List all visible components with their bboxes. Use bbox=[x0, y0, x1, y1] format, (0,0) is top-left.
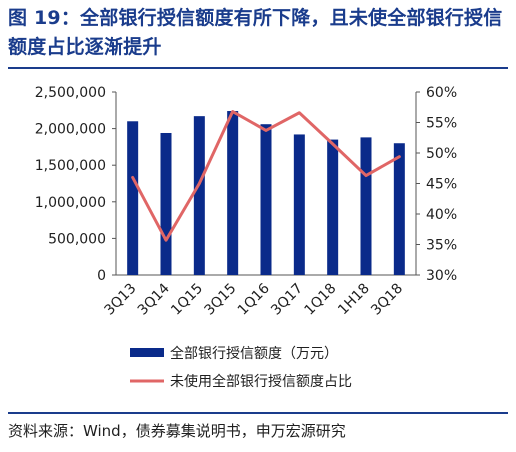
bar bbox=[293, 134, 305, 275]
bar bbox=[193, 116, 205, 275]
x-tick-label: 3Q15 bbox=[201, 281, 239, 319]
title-divider bbox=[8, 67, 508, 69]
left-axis-ticks: 0 500,000 1,000,000 1,500,000 2,000,000 2,500… bbox=[35, 85, 116, 284]
combo-chart: 0 500,000 1,000,000 1,500,000 2,000,000 2,500… bbox=[35, 85, 457, 390]
bar bbox=[360, 137, 372, 275]
bar-series bbox=[127, 111, 405, 275]
right-tick-label: 30% bbox=[426, 268, 457, 284]
right-tick-label: 50% bbox=[426, 146, 457, 162]
line-point bbox=[132, 176, 134, 178]
bar bbox=[327, 139, 339, 275]
x-tick-label: 3Q13 bbox=[101, 281, 139, 319]
bar bbox=[127, 121, 139, 275]
footer-divider bbox=[8, 412, 508, 414]
right-axis-ticks: 30% 35% 40% 45% 50% 55% 60% bbox=[416, 85, 457, 284]
bar bbox=[393, 143, 405, 275]
line-point bbox=[198, 183, 200, 184]
line-point bbox=[165, 239, 167, 241]
source-note: 资料来源：Wind，债券募集说明书，申万宏源研究 bbox=[8, 422, 346, 440]
right-tick-label: 35% bbox=[426, 238, 457, 254]
x-tick-label: 3Q17 bbox=[268, 281, 306, 319]
right-tick-label: 60% bbox=[426, 85, 457, 101]
legend-bar-label: 全部银行授信额度（万元） bbox=[170, 345, 338, 362]
bar bbox=[260, 124, 272, 275]
legend-line-label: 未使用全部银行授信额度占比 bbox=[170, 373, 352, 390]
x-tick-label: 1Q18 bbox=[301, 281, 339, 319]
left-tick-label: 1,000,000 bbox=[35, 195, 106, 211]
x-tick-label: 1H18 bbox=[335, 281, 373, 319]
x-tick-label: 3Q18 bbox=[368, 281, 406, 319]
x-tick-label: 1Q15 bbox=[168, 281, 206, 319]
right-tick-label: 55% bbox=[426, 116, 457, 132]
line-point bbox=[265, 129, 267, 131]
right-tick-label: 40% bbox=[426, 207, 457, 223]
left-tick-label: 0 bbox=[97, 268, 106, 284]
line-point bbox=[365, 175, 367, 177]
left-tick-label: 2,500,000 bbox=[35, 85, 106, 101]
line-point bbox=[332, 143, 334, 145]
left-tick-label: 1,500,000 bbox=[35, 158, 106, 174]
left-tick-label: 2,000,000 bbox=[35, 122, 106, 138]
bar bbox=[160, 132, 172, 275]
bar bbox=[227, 111, 239, 275]
line-point bbox=[398, 156, 400, 158]
x-tick-label: 1Q16 bbox=[235, 280, 273, 318]
chart-title: 图 19：全部银行授信额度有所下降，且未使全部银行授信额度占比逐渐提升 bbox=[8, 7, 503, 58]
x-tick-label: 3Q14 bbox=[135, 280, 173, 318]
line-point bbox=[232, 111, 234, 113]
line-point bbox=[298, 112, 300, 114]
line-series bbox=[131, 110, 401, 242]
right-tick-label: 45% bbox=[426, 177, 457, 193]
legend-bar-swatch bbox=[130, 348, 164, 357]
legend: 全部银行授信额度（万元） 未使用全部银行授信额度占比 bbox=[130, 345, 352, 390]
left-tick-label: 500,000 bbox=[48, 231, 106, 247]
